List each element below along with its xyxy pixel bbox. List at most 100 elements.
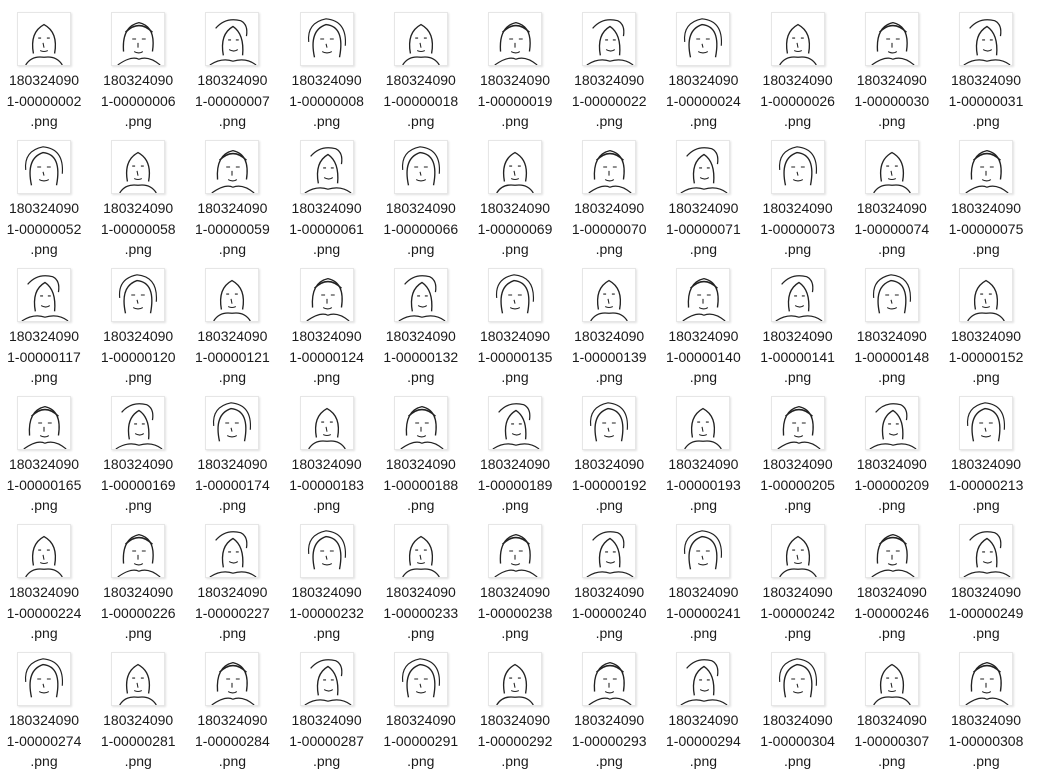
file-item[interactable]: 180324090 1-00000188 .png bbox=[377, 384, 465, 513]
file-item[interactable]: 180324090 1-00000205 .png bbox=[754, 384, 842, 513]
file-name-line: 1-00000140 bbox=[666, 348, 741, 365]
file-name-line: 1-00000074 bbox=[854, 220, 930, 237]
file-item[interactable]: 180324090 1-00000213 .png bbox=[942, 384, 1030, 513]
file-item[interactable]: 180324090 1-00000308 .png bbox=[942, 640, 1030, 769]
file-item[interactable]: 180324090 1-00000073 .png bbox=[754, 128, 842, 257]
file-name-line: 180324090 bbox=[291, 712, 362, 728]
file-name-line: .png bbox=[312, 753, 341, 769]
file-item[interactable]: 180324090 1-00000246 .png bbox=[848, 512, 936, 641]
file-item[interactable]: 180324090 1-00000117 .png bbox=[0, 256, 88, 385]
file-item[interactable]: 180324090 1-00000124 .png bbox=[283, 256, 371, 385]
file-item[interactable]: 180324090 1-00000061 .png bbox=[283, 128, 371, 257]
file-item[interactable]: 180324090 1-00000238 .png bbox=[471, 512, 559, 641]
file-item[interactable]: 180324090 1-00000135 .png bbox=[471, 256, 559, 385]
sketch-portrait-thumbnail-icon bbox=[205, 396, 260, 450]
file-name: 180324090 1-00000226 .png bbox=[94, 582, 182, 644]
file-name-line: .png bbox=[407, 369, 435, 385]
file-name: 180324090 1-00000205 .png bbox=[754, 454, 842, 516]
file-item[interactable]: 180324090 1-00000075 .png bbox=[942, 128, 1030, 257]
file-item[interactable]: 180324090 1-00000008 .png bbox=[283, 0, 371, 129]
file-item[interactable]: 180324090 1-00000189 .png bbox=[471, 384, 559, 513]
file-name-line: .png bbox=[218, 369, 247, 385]
file-item[interactable]: 180324090 1-00000140 .png bbox=[659, 256, 747, 385]
file-item[interactable]: 180324090 1-00000132 .png bbox=[377, 256, 465, 385]
file-item[interactable]: 180324090 1-00000174 .png bbox=[188, 384, 276, 513]
sketch-portrait-thumbnail-icon bbox=[488, 268, 542, 322]
file-name-line: .png bbox=[312, 497, 341, 513]
file-item[interactable]: 180324090 1-00000139 .png bbox=[565, 256, 653, 385]
sketch-portrait-thumbnail-icon bbox=[393, 268, 448, 322]
file-item[interactable]: 180324090 1-00000291 .png bbox=[377, 640, 465, 769]
file-item[interactable]: 180324090 1-00000071 .png bbox=[659, 128, 747, 257]
file-item[interactable]: 180324090 1-00000209 .png bbox=[848, 384, 936, 513]
file-item[interactable]: 180324090 1-00000240 .png bbox=[565, 512, 653, 641]
file-item[interactable]: 180324090 1-00000070 .png bbox=[565, 128, 653, 257]
file-name-line: 1-00000008 bbox=[289, 92, 364, 109]
file-item[interactable]: 180324090 1-00000183 .png bbox=[283, 384, 371, 513]
file-item[interactable]: 180324090 1-00000152 .png bbox=[942, 256, 1030, 385]
file-item[interactable]: 180324090 1-00000274 .png bbox=[0, 640, 88, 769]
sketch-portrait-thumbnail-icon bbox=[205, 524, 260, 578]
file-item[interactable]: 180324090 1-00000024 .png bbox=[659, 0, 747, 129]
file-item[interactable]: 180324090 1-00000059 .png bbox=[188, 128, 276, 257]
file-name-line: 1-00000307 bbox=[854, 732, 930, 749]
file-name-line: .png bbox=[501, 497, 529, 513]
file-item[interactable]: 180324090 1-00000293 .png bbox=[565, 640, 653, 769]
file-item[interactable]: 180324090 1-00000165 .png bbox=[0, 384, 88, 513]
file-item[interactable]: 180324090 1-00000294 .png bbox=[659, 640, 747, 769]
file-item[interactable]: 180324090 1-00000120 .png bbox=[94, 256, 182, 385]
file-item[interactable]: 180324090 1-00000121 .png bbox=[188, 256, 276, 385]
file-item[interactable]: 180324090 1-00000018 .png bbox=[377, 0, 465, 129]
file-item[interactable]: 180324090 1-00000241 .png bbox=[659, 512, 747, 641]
file-item[interactable]: 180324090 1-00000007 .png bbox=[188, 0, 276, 129]
file-item[interactable]: 180324090 1-00000226 .png bbox=[94, 512, 182, 641]
file-item[interactable]: 180324090 1-00000074 .png bbox=[848, 128, 936, 257]
file-item[interactable]: 180324090 1-00000233 .png bbox=[377, 512, 465, 641]
file-item[interactable]: 180324090 1-00000019 .png bbox=[471, 0, 559, 129]
file-name-line: 1-00000284 bbox=[195, 732, 270, 749]
sketch-portrait-thumbnail-icon bbox=[676, 652, 731, 706]
file-item[interactable]: 180324090 1-00000006 .png bbox=[94, 0, 182, 129]
file-name-line: .png bbox=[124, 113, 152, 129]
file-item[interactable]: 180324090 1-00000281 .png bbox=[94, 640, 182, 769]
file-name-line: 180324090 bbox=[291, 456, 362, 472]
file-item[interactable]: 180324090 1-00000224 .png bbox=[0, 512, 88, 641]
sketch-portrait-thumbnail-icon bbox=[770, 524, 825, 578]
file-name: 180324090 1-00000008 .png bbox=[283, 70, 371, 132]
file-item[interactable]: 180324090 1-00000304 .png bbox=[754, 640, 842, 769]
file-item[interactable]: 180324090 1-00000193 .png bbox=[659, 384, 747, 513]
file-name-line: .png bbox=[878, 625, 906, 641]
file-item[interactable]: 180324090 1-00000307 .png bbox=[848, 640, 936, 769]
file-item[interactable]: 180324090 1-00000066 .png bbox=[377, 128, 465, 257]
sketch-portrait-thumbnail-icon bbox=[393, 140, 448, 194]
sketch-portrait-thumbnail-icon bbox=[111, 396, 166, 450]
file-name-line: 1-00000209 bbox=[854, 476, 930, 493]
file-item[interactable]: 180324090 1-00000192 .png bbox=[565, 384, 653, 513]
file-item[interactable]: 180324090 1-00000292 .png bbox=[471, 640, 559, 769]
file-name: 180324090 1-00000188 .png bbox=[377, 454, 465, 516]
file-item[interactable]: 180324090 1-00000148 .png bbox=[848, 256, 936, 385]
file-name-line: .png bbox=[595, 369, 623, 385]
sketch-portrait-thumbnail-icon bbox=[770, 140, 825, 194]
file-item[interactable]: 180324090 1-00000002 .png bbox=[0, 0, 88, 129]
file-item[interactable]: 180324090 1-00000284 .png bbox=[188, 640, 276, 769]
file-item[interactable]: 180324090 1-00000031 .png bbox=[942, 0, 1030, 129]
file-item[interactable]: 180324090 1-00000052 .png bbox=[0, 128, 88, 257]
file-item[interactable]: 180324090 1-00000242 .png bbox=[754, 512, 842, 641]
file-item[interactable]: 180324090 1-00000249 .png bbox=[942, 512, 1030, 641]
sketch-portrait-thumbnail-icon bbox=[17, 12, 71, 66]
file-item[interactable]: 180324090 1-00000030 .png bbox=[848, 0, 936, 129]
file-item[interactable]: 180324090 1-00000141 .png bbox=[754, 256, 842, 385]
file-name-line: .png bbox=[218, 241, 247, 257]
file-item[interactable]: 180324090 1-00000232 .png bbox=[283, 512, 371, 641]
file-item[interactable]: 180324090 1-00000058 .png bbox=[94, 128, 182, 257]
file-item[interactable]: 180324090 1-00000026 .png bbox=[754, 0, 842, 129]
file-item[interactable]: 180324090 1-00000169 .png bbox=[94, 384, 182, 513]
file-item[interactable]: 180324090 1-00000287 .png bbox=[283, 640, 371, 769]
file-item[interactable]: 180324090 1-00000022 .png bbox=[565, 0, 653, 129]
file-item[interactable]: 180324090 1-00000069 .png bbox=[471, 128, 559, 257]
file-item[interactable]: 180324090 1-00000227 .png bbox=[188, 512, 276, 641]
file-name-line: .png bbox=[689, 241, 718, 257]
file-name-line: 1-00000132 bbox=[383, 348, 459, 365]
sketch-portrait-thumbnail-icon bbox=[488, 12, 542, 66]
